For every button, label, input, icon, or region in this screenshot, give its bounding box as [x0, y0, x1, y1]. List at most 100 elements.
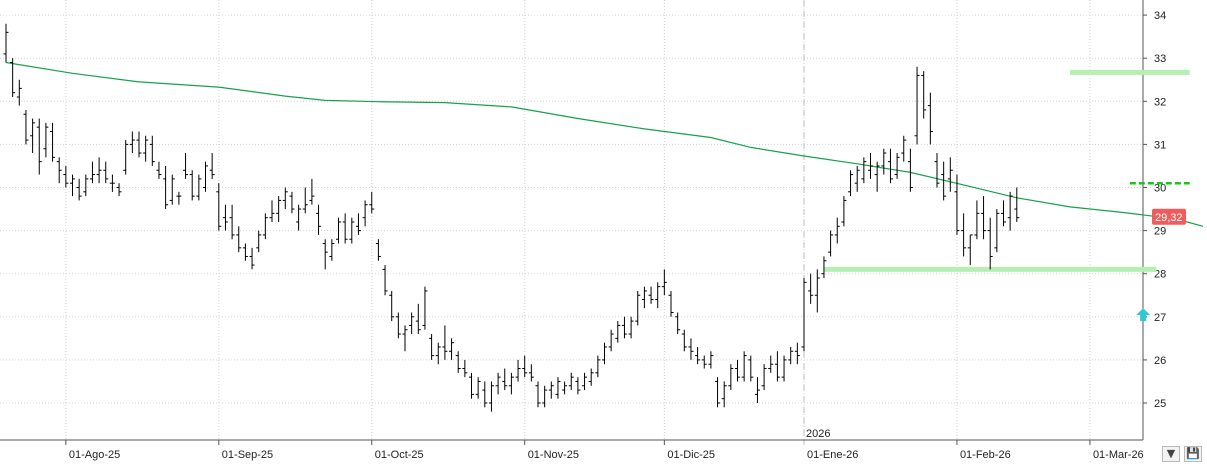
ohlc-bar [608, 329, 614, 352]
ohlc-bar [641, 286, 647, 309]
ohlc-bar [754, 377, 760, 403]
ohlc-bar [715, 377, 721, 408]
save-icon[interactable]: 💾 [1184, 446, 1202, 462]
down-arrow-icon[interactable]: ▼ [1162, 446, 1180, 462]
ohlc-bar [435, 342, 441, 365]
ohlc-bar [415, 303, 421, 335]
ohlc-bar [329, 239, 335, 261]
y-tick-label: 26 [1154, 355, 1166, 367]
ohlc-bar [256, 230, 262, 253]
ohlc-bar [209, 153, 215, 179]
ohlc-bar [10, 58, 16, 97]
ohlc-bar [136, 131, 142, 158]
ohlc-bar [788, 346, 794, 365]
ohlc-bar [143, 135, 149, 162]
ohlc-bar [708, 351, 714, 369]
ohlc-bar [981, 196, 987, 240]
ohlc-bar [1001, 200, 1006, 227]
ohlc-bar [934, 153, 940, 188]
ohlc-bar [462, 359, 468, 378]
ohlc-bar [661, 269, 667, 296]
ohlc-bar [628, 316, 634, 339]
ohlc-bar [814, 269, 820, 313]
ohlc-bar [748, 355, 754, 382]
ohlc-bar [269, 200, 275, 222]
ohlc-bar [189, 170, 195, 201]
ohlc-bar [861, 157, 867, 184]
ohlc-bar [508, 372, 514, 395]
ohlc-bar [994, 209, 1000, 253]
ohlc-bar [728, 364, 734, 391]
ohlc-bar [183, 153, 189, 179]
ohlc-bar [781, 355, 787, 382]
ohlc-bar [881, 148, 887, 175]
ohlc-bar [382, 265, 388, 296]
ohlc-bar [116, 183, 122, 197]
ohlc-bar [488, 381, 494, 412]
ohlc-bar [362, 200, 368, 227]
ohlc-bar [342, 213, 348, 244]
ohlc-bar [50, 122, 56, 162]
ohlc-bar [482, 381, 488, 408]
ohlc-bar [442, 325, 448, 360]
ohlc-bar [455, 351, 461, 373]
ohlc-bar [874, 161, 880, 192]
ohlc-bar [216, 183, 222, 231]
x-tick-label: 01-Ago-25 [69, 449, 120, 461]
moving-average-line [5, 61, 1204, 227]
ohlc-bar [449, 338, 455, 360]
ohlc-bar [262, 213, 268, 240]
ohlc-bar [89, 161, 95, 184]
ohlc-bar [222, 204, 228, 231]
ohlc-bar [70, 174, 75, 197]
ohlc-bar [276, 196, 282, 222]
up-arrow-icon [1136, 308, 1151, 322]
y-tick-label: 29 [1154, 226, 1166, 238]
ohlc-bar [974, 200, 980, 240]
ohlc-bar [987, 217, 993, 270]
ohlc-bar [854, 165, 860, 192]
ohlc-bar [761, 364, 767, 391]
ohlc-bar [595, 355, 601, 378]
ohlc-bar [768, 355, 774, 373]
ohlc-bar [515, 359, 521, 382]
ohlc-bar [475, 377, 481, 399]
ohlc-bar [967, 234, 973, 266]
ohlc-bar [249, 247, 255, 270]
ohlc-bar [947, 157, 953, 192]
ohlc-bar [615, 321, 621, 343]
ohlc-bar [96, 157, 102, 184]
ohlc-bar [655, 282, 661, 309]
ohlc-bar [149, 135, 155, 166]
ohlc-bar [868, 153, 873, 179]
ohlc-bar [83, 174, 89, 197]
ohlc-bar [548, 381, 554, 399]
ohlc-bar [196, 174, 202, 201]
y-tick-label: 25 [1154, 398, 1166, 410]
ohlc-bar [848, 170, 854, 197]
ohlc-bar [808, 273, 814, 304]
ohlc-bar [129, 131, 135, 154]
ohlc-bar [542, 385, 548, 408]
ohlc-bar [369, 191, 375, 214]
ohlc-bar [322, 239, 328, 270]
ohlc-bar [395, 312, 401, 339]
y-tick-label: 34 [1154, 10, 1166, 22]
ohlc-bar [954, 174, 960, 235]
ohlc-bar [30, 118, 36, 154]
x-tick-label: 01-Dic-25 [667, 449, 715, 461]
ohlc-bar [296, 204, 302, 231]
ohlc-bar [582, 372, 588, 391]
ohlc-bar [23, 109, 29, 145]
ohlc-bar [56, 157, 62, 184]
y-tick-label: 27 [1154, 312, 1166, 324]
ohlc-bar [648, 286, 654, 304]
ohlc-bar [389, 290, 395, 322]
ohlc-bar [528, 364, 534, 382]
ohlc-bar [894, 153, 900, 179]
ohlc-bar [688, 338, 694, 360]
ohlc-bar [123, 140, 129, 175]
ohlc-bar [355, 213, 361, 235]
ohlc-bar [76, 178, 82, 201]
